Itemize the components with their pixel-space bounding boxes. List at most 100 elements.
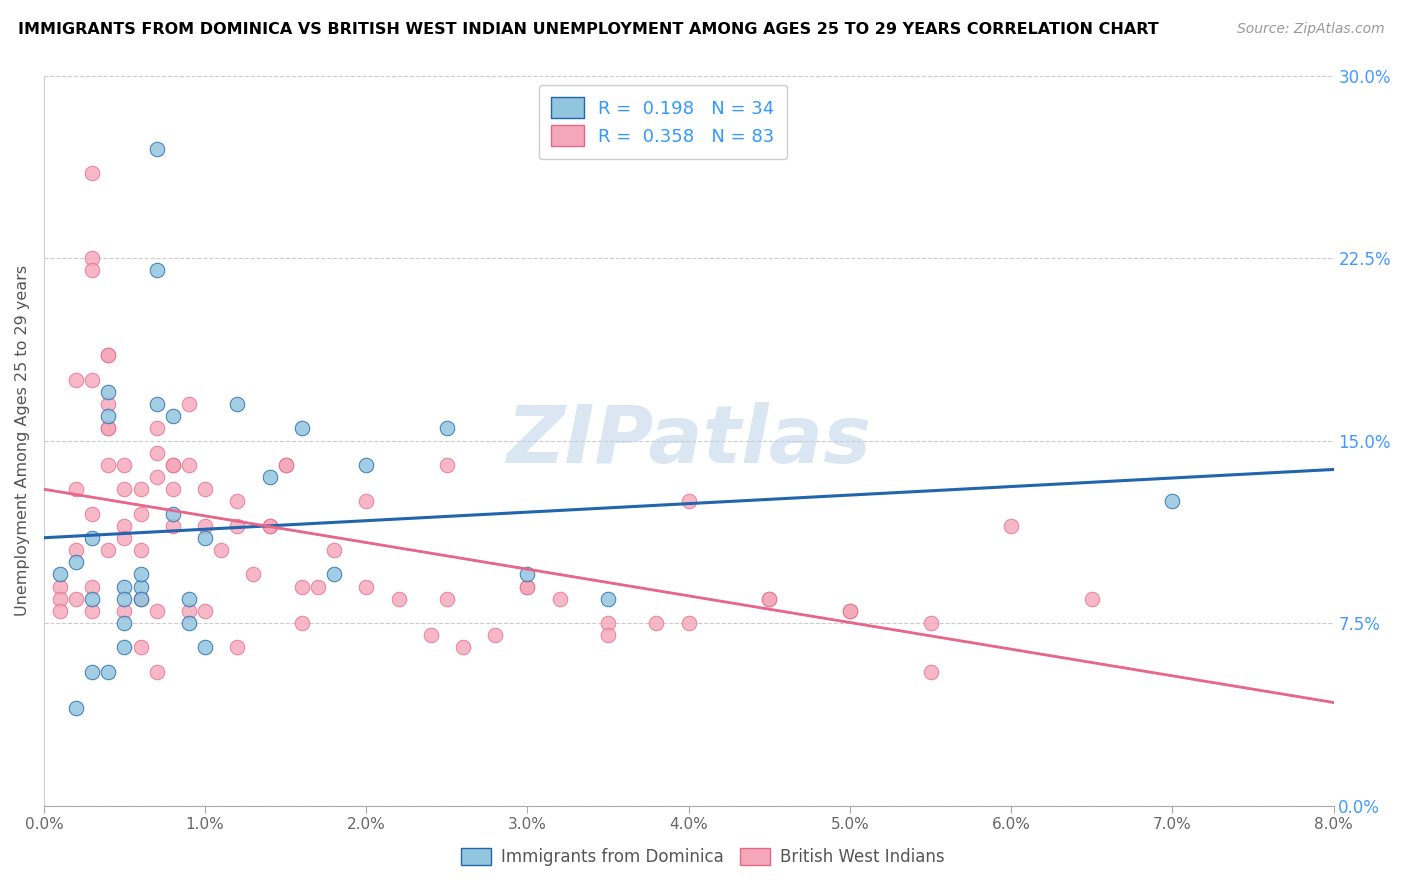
Point bbox=[82, 251, 104, 265]
Point bbox=[838, 604, 860, 618]
Point bbox=[129, 567, 152, 582]
Point bbox=[97, 665, 120, 679]
Point bbox=[82, 591, 104, 606]
Point bbox=[758, 591, 780, 606]
Point bbox=[259, 470, 281, 484]
Point bbox=[162, 409, 184, 424]
Point bbox=[516, 580, 538, 594]
Point bbox=[49, 567, 72, 582]
Point bbox=[598, 628, 620, 642]
Point bbox=[145, 470, 167, 484]
Point bbox=[97, 397, 120, 411]
Point bbox=[114, 604, 136, 618]
Point bbox=[436, 458, 458, 472]
Point bbox=[97, 409, 120, 424]
Point bbox=[97, 543, 120, 558]
Point bbox=[678, 616, 700, 631]
Point bbox=[65, 543, 87, 558]
Point bbox=[419, 628, 441, 642]
Point bbox=[194, 604, 217, 618]
Point bbox=[242, 567, 264, 582]
Point bbox=[65, 373, 87, 387]
Point bbox=[97, 348, 120, 362]
Point bbox=[129, 482, 152, 496]
Point bbox=[162, 458, 184, 472]
Point bbox=[678, 494, 700, 508]
Point bbox=[259, 518, 281, 533]
Point bbox=[65, 482, 87, 496]
Point bbox=[259, 518, 281, 533]
Point bbox=[129, 591, 152, 606]
Point bbox=[97, 348, 120, 362]
Point bbox=[82, 665, 104, 679]
Point bbox=[177, 458, 200, 472]
Point bbox=[194, 531, 217, 545]
Point bbox=[356, 580, 378, 594]
Point bbox=[226, 640, 249, 655]
Point bbox=[49, 591, 72, 606]
Point bbox=[274, 458, 297, 472]
Point bbox=[97, 384, 120, 399]
Point bbox=[274, 458, 297, 472]
Point bbox=[162, 507, 184, 521]
Point bbox=[1161, 494, 1184, 508]
Point bbox=[162, 482, 184, 496]
Point bbox=[145, 142, 167, 156]
Point bbox=[82, 373, 104, 387]
Text: IMMIGRANTS FROM DOMINICA VS BRITISH WEST INDIAN UNEMPLOYMENT AMONG AGES 25 TO 29: IMMIGRANTS FROM DOMINICA VS BRITISH WEST… bbox=[18, 22, 1159, 37]
Point bbox=[451, 640, 474, 655]
Point bbox=[645, 616, 668, 631]
Point bbox=[114, 458, 136, 472]
Point bbox=[194, 640, 217, 655]
Point bbox=[226, 518, 249, 533]
Point bbox=[114, 640, 136, 655]
Point bbox=[49, 580, 72, 594]
Text: Source: ZipAtlas.com: Source: ZipAtlas.com bbox=[1237, 22, 1385, 37]
Point bbox=[598, 616, 620, 631]
Point bbox=[114, 482, 136, 496]
Point bbox=[82, 604, 104, 618]
Point bbox=[82, 580, 104, 594]
Point bbox=[114, 616, 136, 631]
Point bbox=[145, 604, 167, 618]
Point bbox=[209, 543, 232, 558]
Point bbox=[838, 604, 860, 618]
Legend: R =  0.198   N = 34, R =  0.358   N = 83: R = 0.198 N = 34, R = 0.358 N = 83 bbox=[538, 85, 787, 159]
Point bbox=[129, 580, 152, 594]
Point bbox=[484, 628, 506, 642]
Point bbox=[307, 580, 329, 594]
Y-axis label: Unemployment Among Ages 25 to 29 years: Unemployment Among Ages 25 to 29 years bbox=[15, 265, 30, 616]
Point bbox=[114, 518, 136, 533]
Point bbox=[145, 397, 167, 411]
Point bbox=[291, 580, 314, 594]
Point bbox=[65, 591, 87, 606]
Point bbox=[162, 518, 184, 533]
Point bbox=[145, 446, 167, 460]
Point bbox=[516, 580, 538, 594]
Point bbox=[323, 567, 346, 582]
Point bbox=[97, 421, 120, 435]
Point bbox=[323, 543, 346, 558]
Point bbox=[145, 665, 167, 679]
Point bbox=[516, 567, 538, 582]
Point bbox=[114, 580, 136, 594]
Point bbox=[758, 591, 780, 606]
Point bbox=[129, 543, 152, 558]
Point bbox=[177, 397, 200, 411]
Point bbox=[436, 421, 458, 435]
Point bbox=[114, 591, 136, 606]
Point bbox=[226, 494, 249, 508]
Point bbox=[97, 421, 120, 435]
Point bbox=[291, 616, 314, 631]
Point bbox=[356, 458, 378, 472]
Point bbox=[49, 604, 72, 618]
Point bbox=[145, 421, 167, 435]
Point bbox=[129, 507, 152, 521]
Point bbox=[177, 616, 200, 631]
Point bbox=[114, 531, 136, 545]
Point bbox=[291, 421, 314, 435]
Point bbox=[129, 591, 152, 606]
Point bbox=[1080, 591, 1102, 606]
Point bbox=[194, 518, 217, 533]
Point bbox=[177, 591, 200, 606]
